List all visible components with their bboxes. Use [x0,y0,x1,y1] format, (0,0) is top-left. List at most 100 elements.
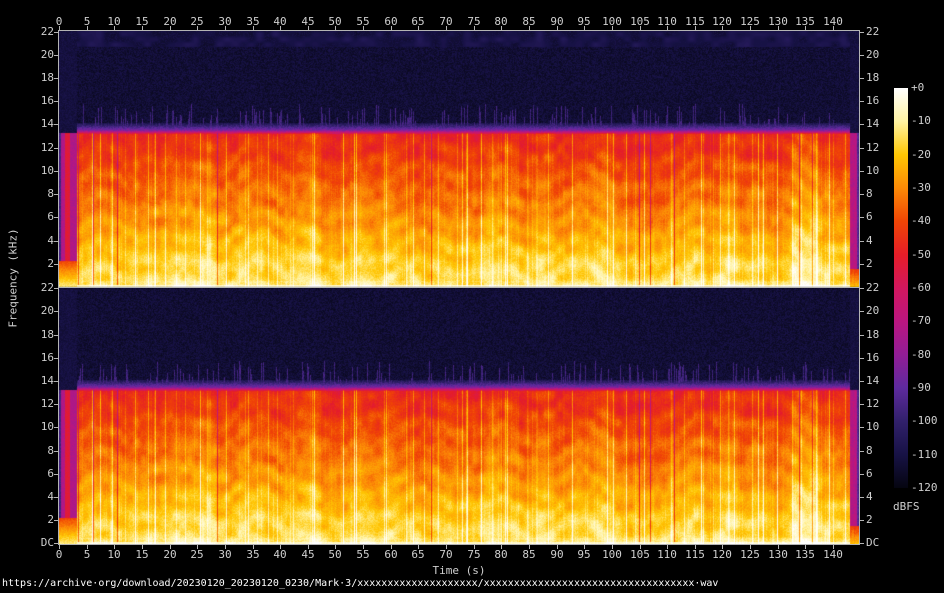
freq-tick-right [860,451,864,452]
time-tick-bottom [391,545,392,549]
footer-file-url: https://archive·org/download/20230120_20… [2,578,719,589]
colorbar-tick-label: -120 [911,481,938,494]
time-tick-top [363,26,364,30]
time-tick-label: 60 [384,548,398,561]
freq-tick-right [860,520,864,521]
time-tick-label: 40 [273,548,287,561]
freq-tick-left [54,451,58,452]
time-tick-label: 110 [657,548,677,561]
freq-tick-left [54,543,58,544]
freq-tick-left [54,32,58,33]
time-tick-label: 5 [83,548,91,561]
time-tick-label: 55 [356,15,370,28]
time-tick-label: 25 [190,15,204,28]
freq-tick-right [860,32,864,33]
time-tick-label: 80 [494,15,508,28]
time-tick-label: 75 [467,548,481,561]
time-tick-bottom [612,545,613,549]
freq-tick-label: 20 [40,48,54,61]
time-tick-bottom [640,545,641,549]
time-tick-bottom [778,545,779,549]
colorbar-tick-label: -40 [911,214,931,227]
freq-tick-label: 12 [866,397,880,410]
time-tick-top [308,26,309,30]
freq-tick-label: 8 [866,444,873,457]
time-tick-top [418,26,419,30]
time-tick-label: 60 [384,15,398,28]
time-tick-bottom [308,545,309,549]
time-tick-label: 30 [218,15,232,28]
time-tick-label: 20 [163,548,177,561]
freq-dc-label: DC [866,536,880,549]
time-tick-top [612,26,613,30]
time-tick-bottom [363,545,364,549]
freq-tick-label: 16 [866,94,880,107]
time-tick-label: 140 [823,548,843,561]
freq-tick-label: 8 [47,444,54,457]
freq-tick-label: 6 [47,467,54,480]
freq-tick-right [860,497,864,498]
colorbar-tick-label: -80 [911,348,931,361]
time-tick-top [722,26,723,30]
time-tick-bottom [722,545,723,549]
freq-tick-label: 16 [40,351,54,364]
time-tick-label: 45 [301,548,315,561]
time-tick-label: 95 [577,548,591,561]
time-tick-bottom [695,545,696,549]
time-tick-bottom [805,545,806,549]
time-tick-label: 100 [602,548,622,561]
freq-tick-label: 10 [40,164,54,177]
freq-tick-right [860,358,864,359]
time-tick-label: 95 [577,15,591,28]
freq-tick-left [54,78,58,79]
colorbar-tick-label: -110 [911,448,938,461]
time-tick-bottom [667,545,668,549]
freq-tick-left [54,404,58,405]
freq-tick-left [54,288,58,289]
time-tick-label: 20 [163,15,177,28]
time-tick-label: 15 [135,15,149,28]
time-tick-label: 50 [328,548,342,561]
freq-tick-left [54,148,58,149]
freq-tick-left [54,124,58,125]
freq-tick-label: 18 [866,328,880,341]
freq-tick-right [860,311,864,312]
time-tick-label: 65 [411,15,425,28]
time-tick-label: 90 [550,548,564,561]
colorbar-tick-label: -20 [911,148,931,161]
time-tick-bottom [501,545,502,549]
frequency-axis-title: Frequency (kHz) [6,228,20,328]
freq-tick-right [860,148,864,149]
time-tick-label: 10 [107,15,121,28]
freq-tick-label: 10 [40,420,54,433]
freq-tick-right [860,101,864,102]
freq-tick-label: 14 [40,374,54,387]
time-tick-bottom [474,545,475,549]
freq-tick-left [54,101,58,102]
freq-tick-label: 18 [40,328,54,341]
freq-tick-right [860,543,864,544]
time-tick-top [584,26,585,30]
time-tick-bottom [170,545,171,549]
freq-tick-left [54,474,58,475]
time-tick-top [805,26,806,30]
time-tick-bottom [225,545,226,549]
time-tick-top [253,26,254,30]
time-tick-label: 40 [273,15,287,28]
time-tick-label: 45 [301,15,315,28]
colorbar-tick-label: -30 [911,181,931,194]
time-tick-label: 80 [494,548,508,561]
time-tick-top [59,26,60,30]
time-tick-bottom [335,545,336,549]
freq-tick-label: 20 [866,48,880,61]
time-tick-label: 135 [795,548,815,561]
freq-tick-label: 12 [40,141,54,154]
time-tick-bottom [418,545,419,549]
time-tick-label: 10 [107,548,121,561]
time-tick-label: 5 [83,15,91,28]
time-tick-bottom [446,545,447,549]
freq-tick-label: 8 [866,187,873,200]
time-tick-label: 115 [685,15,705,28]
time-tick-top [695,26,696,30]
freq-tick-right [860,241,864,242]
